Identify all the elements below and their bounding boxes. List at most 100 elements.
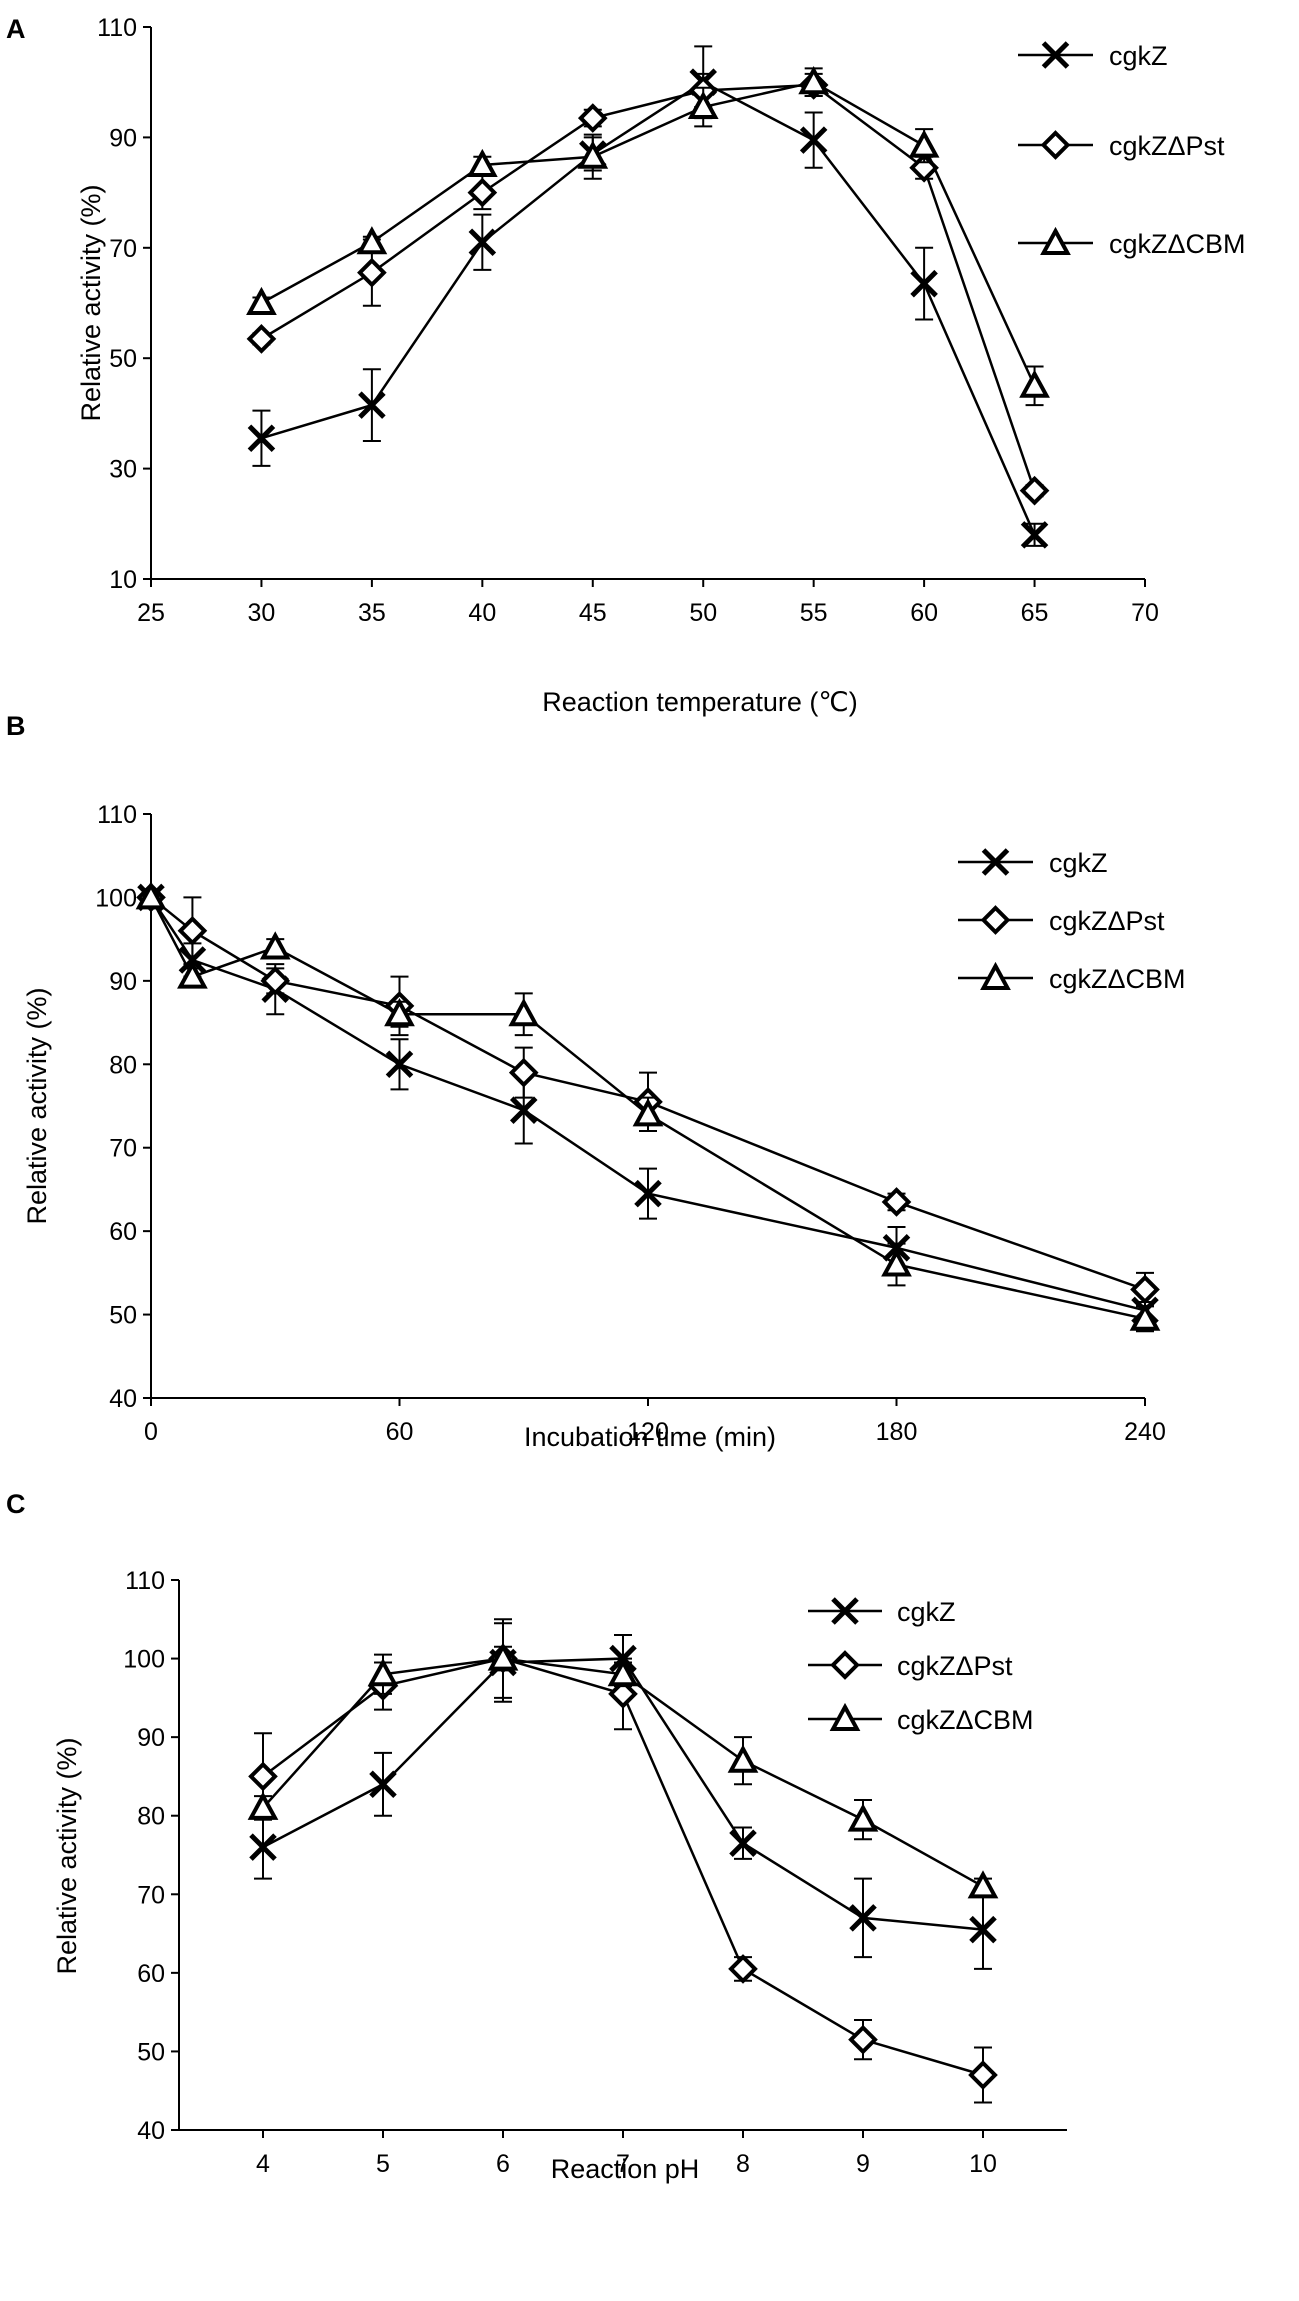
x-tick-label: 25	[137, 599, 165, 627]
x-tick-label: 7	[616, 2150, 630, 2178]
data-point	[246, 324, 277, 354]
x-tick-label: 120	[627, 1418, 669, 1446]
x-tick-label: 10	[969, 2150, 997, 2178]
x-tick-label: 180	[876, 1418, 918, 1446]
data-point	[968, 2060, 998, 2090]
y-tick-label: 80	[109, 1051, 137, 1079]
x-axis-title: Reaction pH	[551, 2154, 700, 2184]
chart-panel-b: B 40 50 60 70 80 90 100 110 0 60 120 180 240 Incubatio…	[6, 711, 1186, 1452]
legend-label: cgkZ	[1109, 41, 1168, 71]
y-tick-label: 40	[137, 2117, 165, 2145]
y-tick-label: 60	[109, 1218, 137, 1246]
y-tick-label: 40	[109, 1385, 137, 1413]
panel-letter: B	[6, 711, 26, 741]
data-point	[847, 1803, 879, 1832]
x-tick-label: 9	[856, 2150, 870, 2178]
legend-marker	[1041, 41, 1070, 69]
y-tick-label: 70	[109, 235, 137, 263]
data-point	[356, 226, 388, 255]
y-axis-title: Relative activity (%)	[22, 987, 52, 1224]
data-point	[881, 1248, 912, 1277]
x-tick-label: 65	[1021, 599, 1049, 627]
x-axis-title: Reaction temperature (℃)	[542, 687, 857, 717]
data-point	[1130, 1274, 1160, 1305]
data-point	[467, 177, 498, 208]
data-point	[1020, 521, 1049, 549]
legend-marker	[829, 1702, 861, 1731]
legend-marker	[981, 848, 1010, 876]
legend-marker	[1040, 130, 1071, 160]
data-point	[608, 1679, 638, 1709]
data-point	[607, 1658, 639, 1687]
data-point	[246, 286, 277, 315]
x-tick-label: 30	[248, 599, 276, 627]
x-tick-label: 6	[496, 2150, 510, 2178]
y-tick-label: 10	[109, 566, 137, 594]
y-axis-title: Relative activity (%)	[52, 1737, 82, 1974]
data-point	[249, 1833, 277, 1861]
data-point	[357, 257, 387, 288]
chart-panel-c: C 40 50 60 70 80 90 100 110 4 5 6 7 8 9 10 Reaction pH Re…	[6, 1489, 1067, 2184]
y-tick-label: 90	[137, 1724, 165, 1752]
series-0	[247, 45, 1049, 549]
legend-label: cgkZΔPst	[897, 1651, 1013, 1681]
x-tick-label: 40	[468, 599, 496, 627]
data-point	[509, 1096, 538, 1124]
data-point	[468, 228, 497, 257]
data-point	[247, 1791, 279, 1820]
legend: cgkZ cgkZΔPst cgkZΔCBM	[958, 848, 1186, 994]
data-point	[135, 881, 167, 910]
x-axis-title: Incubation time (min)	[524, 1422, 776, 1452]
data-point	[1019, 369, 1050, 398]
y-tick-label: 90	[109, 968, 137, 996]
y-tick-label: 100	[95, 884, 137, 912]
legend-label: cgkZΔPst	[1109, 131, 1225, 161]
data-point	[967, 1870, 999, 1899]
series-line	[149, 896, 1146, 1320]
data-point	[849, 1904, 877, 1932]
y-tick-label: 30	[109, 456, 137, 484]
series-line	[260, 80, 1036, 387]
series-2	[247, 1642, 999, 1899]
y-tick-label: 110	[125, 1567, 165, 1595]
y-tick-label: 50	[109, 345, 137, 373]
data-point	[969, 1915, 997, 1944]
data-point	[798, 66, 830, 95]
data-point	[727, 1744, 759, 1773]
legend-marker	[980, 961, 1011, 990]
data-point	[466, 148, 498, 177]
x-tick-label: 50	[689, 599, 717, 627]
panel-letter: C	[6, 1489, 26, 1519]
x-tick-label: 45	[579, 599, 607, 627]
data-point	[687, 90, 719, 120]
data-point	[1129, 1302, 1161, 1331]
legend-label: cgkZΔCBM	[1049, 964, 1186, 994]
x-tick-label: 8	[736, 2150, 750, 2178]
data-point	[634, 1179, 662, 1208]
legend-marker	[980, 905, 1011, 935]
data-point	[881, 1187, 912, 1217]
data-point	[369, 1770, 397, 1799]
data-point	[384, 998, 415, 1027]
series-2	[246, 66, 1050, 407]
data-point	[247, 424, 276, 453]
series-line	[261, 80, 1036, 536]
legend-marker	[831, 1597, 859, 1625]
data-point	[487, 1642, 519, 1671]
x-tick-label: 70	[1131, 599, 1159, 627]
data-point	[632, 1098, 664, 1127]
data-point	[1019, 475, 1050, 506]
legend-label: cgkZΔCBM	[1109, 229, 1246, 259]
data-point	[910, 269, 938, 298]
legend: cgkZ cgkZΔPst cgkZΔCBM	[808, 1597, 1034, 1735]
data-point	[248, 1761, 278, 1792]
y-tick-label: 100	[123, 1646, 165, 1674]
legend-label: cgkZΔPst	[1049, 906, 1165, 936]
y-tick-label: 50	[109, 1302, 137, 1330]
y-tick-label: 60	[137, 1960, 165, 1988]
data-point	[385, 1050, 414, 1079]
y-tick-label: 110	[97, 801, 137, 829]
data-point	[508, 1057, 539, 1088]
data-point	[577, 140, 609, 169]
